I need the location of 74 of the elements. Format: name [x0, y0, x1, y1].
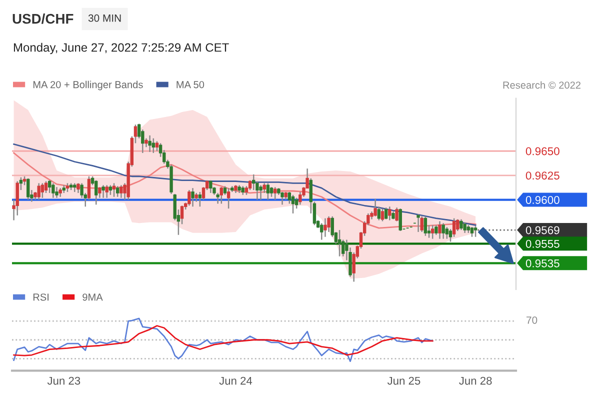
- candlestick: [324, 218, 327, 238]
- candlestick: [94, 180, 98, 206]
- legend-label: RSI: [33, 294, 48, 301]
- candlestick: [438, 220, 442, 240]
- candlestick: [120, 184, 123, 198]
- candlestick: [112, 182, 116, 198]
- candlestick: [374, 198, 377, 217]
- candlestick: [424, 216, 428, 236]
- candlestick: [463, 222, 466, 234]
- candlestick: [98, 186, 102, 198]
- candlestick: [470, 226, 474, 238]
- candlestick: [395, 206, 398, 222]
- text: 70: [526, 316, 538, 324]
- candlestick: [52, 182, 55, 198]
- candlestick: [16, 180, 19, 216]
- y-tick-label: 0.9625: [526, 172, 560, 180]
- candlestick: [420, 216, 424, 233]
- candlestick: [388, 206, 392, 221]
- candlestick: [280, 191, 284, 206]
- candlestick: [152, 138, 155, 154]
- candlestick: [209, 180, 212, 194]
- candlestick: [273, 186, 277, 200]
- candlestick: [55, 186, 58, 198]
- candlestick: [384, 206, 388, 220]
- candlestick: [474, 225, 478, 238]
- y-tick-label: 0.9555: [526, 240, 560, 248]
- candlestick: [327, 216, 330, 233]
- candlestick: [188, 189, 191, 206]
- x-tick-label: Jun 24: [219, 376, 252, 385]
- candlestick: [320, 222, 324, 240]
- text: 30 MIN: [88, 14, 121, 22]
- legend-label: MA 50: [176, 81, 204, 88]
- candlestick: [416, 214, 420, 233]
- y-tick-label: 0.9650: [526, 147, 560, 156]
- candlestick: [434, 224, 438, 236]
- candlestick: [291, 194, 295, 214]
- candlestick: [266, 182, 270, 200]
- candlestick: [259, 184, 262, 200]
- candlestick: [40, 182, 44, 198]
- candlestick: [226, 187, 230, 210]
- text: Research © 2022: [503, 81, 580, 89]
- chart-subtitle: Monday, June 27, 2022 7:25:29 AM CET: [14, 42, 229, 54]
- candlestick: [116, 186, 120, 198]
- candlestick: [452, 218, 456, 238]
- candlestick: [398, 208, 402, 232]
- y-tick-label: 0.9569: [526, 226, 560, 234]
- candlestick: [148, 134, 152, 153]
- candlestick: [102, 184, 105, 198]
- legend-label: MA 20 + Bollinger Bands: [33, 80, 143, 90]
- candlestick: [198, 191, 202, 208]
- candlestick: [445, 226, 449, 240]
- candlestick: [430, 224, 434, 240]
- candlestick: [44, 180, 48, 194]
- candlestick: [37, 182, 40, 200]
- x-tick-label: Jun 23: [47, 376, 80, 385]
- candlestick: [220, 186, 224, 204]
- candlestick: [298, 191, 302, 206]
- y-tick-label: 0.9600: [526, 196, 560, 204]
- candlestick: [26, 178, 30, 200]
- x-tick-label: Jun 28: [459, 376, 492, 385]
- candlestick: [108, 184, 112, 196]
- candlestick: [76, 182, 80, 194]
- candlestick: [442, 222, 445, 240]
- candlestick: [191, 187, 194, 208]
- candlestick: [380, 208, 384, 222]
- legend-label: 9MA: [82, 294, 103, 301]
- candlestick: [105, 184, 108, 198]
- y-tick-label: 0.9535: [526, 259, 560, 268]
- chart-title: USD/CHF: [12, 14, 74, 24]
- candlestick: [338, 229, 342, 257]
- candlestick: [270, 186, 274, 198]
- candlestick: [48, 180, 52, 194]
- candlestick: [460, 218, 463, 231]
- x-tick-label: Jun 25: [387, 376, 420, 385]
